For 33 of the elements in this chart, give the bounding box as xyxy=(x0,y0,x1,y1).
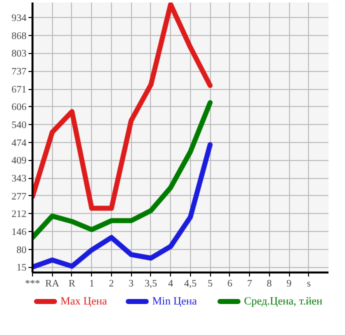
y-tick-label: 474 xyxy=(12,138,26,150)
x-tick-label: *** xyxy=(25,278,40,290)
x-tick-label: RA xyxy=(45,278,60,290)
x-tick-label: 6 xyxy=(227,278,232,290)
legend-label: Max Цена xyxy=(60,296,108,308)
y-tick-label: 212 xyxy=(12,209,26,220)
y-tick-label: 671 xyxy=(12,84,26,96)
y-tick-label: 606 xyxy=(12,102,26,114)
x-tick-label: 4,5 xyxy=(184,278,197,290)
y-tick-label: 540 xyxy=(12,120,26,132)
x-tick-label: 3,5 xyxy=(144,278,158,290)
y-tick-label: 737 xyxy=(12,66,26,78)
x-tick-label: 8 xyxy=(266,278,272,290)
y-tick-label: 868 xyxy=(12,31,26,42)
x-tick-label: 3 xyxy=(128,278,134,290)
y-tick-label: 934 xyxy=(12,13,26,24)
y-tick-label: 80 xyxy=(16,244,26,256)
y-tick-label: 803 xyxy=(12,48,26,60)
x-tick-label: 5 xyxy=(208,278,213,290)
legend-label: Сред.Цена, т.йен xyxy=(244,296,323,308)
x-tick-label: 7 xyxy=(247,278,252,290)
legend-label: Min Цена xyxy=(152,296,198,308)
y-tick-label: 146 xyxy=(12,227,26,238)
x-tick-label: 4 xyxy=(168,278,174,290)
x-tick-label: 1 xyxy=(89,278,94,290)
x-tick-label: s xyxy=(306,278,311,290)
y-tick-label: 15 xyxy=(16,262,26,274)
x-tick-label: R xyxy=(68,278,76,290)
y-tick-label: 343 xyxy=(12,174,26,185)
x-tick-label: 2 xyxy=(108,278,114,290)
y-tick-label: 277 xyxy=(12,191,26,202)
y-tick-label: 409 xyxy=(12,156,26,167)
x-tick-label: 9 xyxy=(286,278,292,290)
